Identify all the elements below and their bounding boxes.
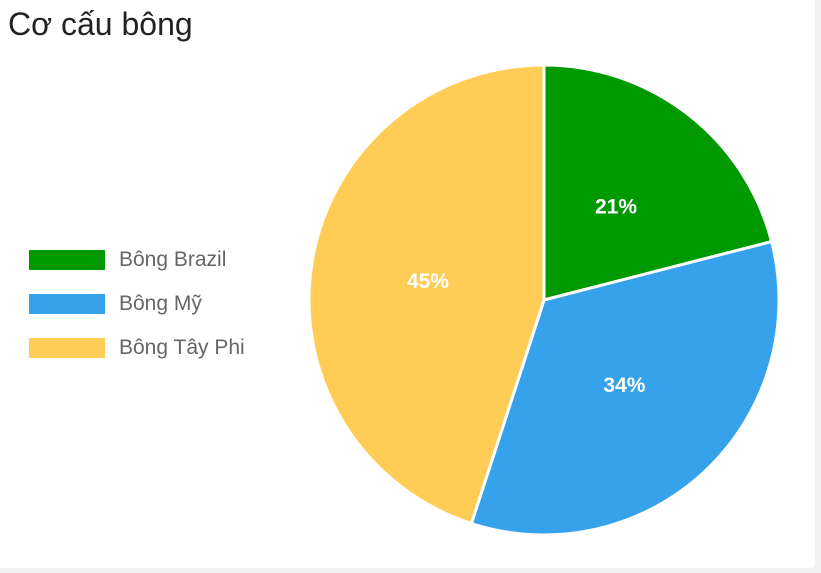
pie-label-brazil: 21% [595,196,637,219]
legend-swatch-my [29,294,105,314]
pie-label-my: 34% [603,374,645,397]
legend-label-brazil: Bông Brazil [119,248,227,271]
legend-label-my: Bông Mỹ [119,292,202,315]
pie-label-tay-phi: 45% [407,270,449,293]
legend-swatch-brazil [29,250,105,270]
legend-item-my[interactable]: Bông Mỹ [29,282,245,326]
chart-title: Cơ cấu bông [8,6,193,42]
pie-slice-tay-phi[interactable] [307,63,546,525]
legend-swatch-tay-phi [29,338,105,358]
legend-item-brazil[interactable]: Bông Brazil [29,238,245,282]
pie-slice-my[interactable] [469,240,781,537]
legend-label-tay-phi: Bông Tây Phi [119,336,245,359]
legend-item-tay-phi[interactable]: Bông Tây Phi [29,326,245,370]
pie-slice-brazil[interactable] [542,63,774,302]
chart-legend: Bông Brazil Bông Mỹ Bông Tây Phi [29,238,245,370]
